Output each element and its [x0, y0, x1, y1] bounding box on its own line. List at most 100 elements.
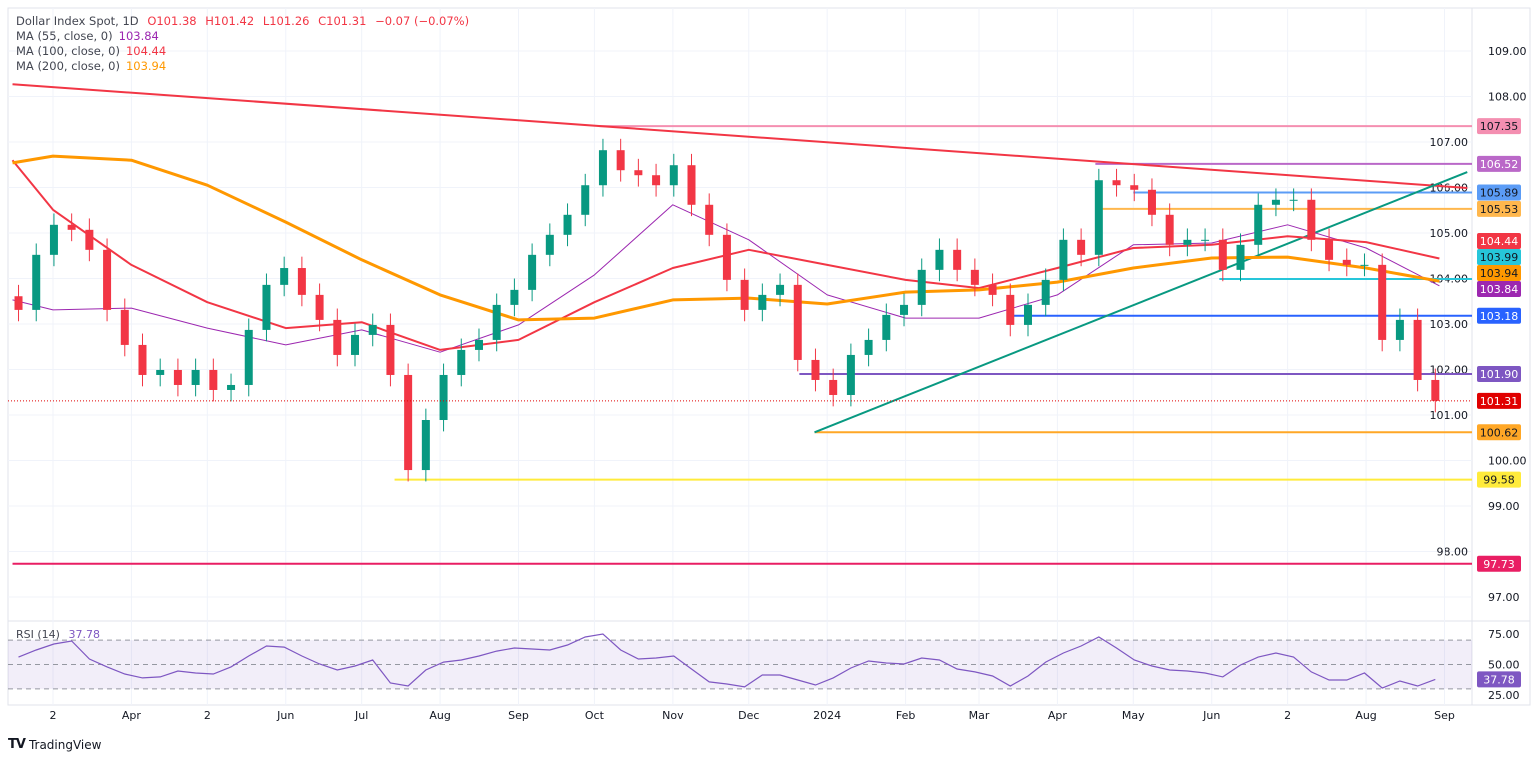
candle-body: [138, 344, 147, 375]
ma100-legend[interactable]: MA (100, close, 0) 104.44: [16, 44, 469, 59]
time-tick-label: 2: [1284, 709, 1291, 722]
level-price-label: 103.18: [1480, 310, 1519, 323]
candle-body: [953, 249, 962, 270]
level-price-label-bg: [1477, 366, 1521, 383]
time-tick-label: Jul: [354, 709, 368, 722]
candle-body: [1094, 180, 1103, 255]
level-price-label-bg: [1477, 555, 1521, 572]
candle-body: [1077, 239, 1086, 255]
candle-body: [85, 229, 94, 250]
candle-body: [315, 294, 324, 320]
time-tick-label: Feb: [896, 709, 915, 722]
candle-body: [1130, 185, 1139, 190]
candle-body: [1112, 180, 1121, 186]
chart-legend: Dollar Index Spot, 1D O101.38 H101.42 L1…: [16, 14, 469, 74]
last-price-label-bg: [1477, 392, 1521, 409]
candle-body: [864, 339, 873, 355]
candle-body: [1059, 239, 1068, 280]
candle-body: [1307, 199, 1316, 240]
time-tick-label: Apr: [1048, 709, 1068, 722]
candle-body: [1236, 244, 1245, 270]
ma-price-label: 103.84: [1480, 283, 1519, 296]
candle-body: [1342, 259, 1351, 265]
ma200-legend[interactable]: MA (200, close, 0) 103.94: [16, 59, 469, 74]
moving-average-line: [11, 159, 1440, 351]
time-tick-label: Dec: [738, 709, 759, 722]
time-tick-label: Jun: [276, 709, 294, 722]
price-tick-label: 97.00: [1488, 591, 1520, 604]
rsi-last-label-bg: [1477, 671, 1521, 688]
candle-body: [1165, 214, 1174, 245]
ma-price-label-bg: [1477, 281, 1521, 297]
candle-body: [758, 294, 767, 310]
candle-body: [669, 165, 678, 186]
time-tick-label: Sep: [508, 709, 529, 722]
level-price-label-bg: [1477, 424, 1521, 441]
candle-body: [722, 234, 731, 280]
level-price-label: 99.58: [1483, 474, 1515, 487]
time-tick-label: Aug: [1355, 709, 1376, 722]
ma100-value: 104.44: [125, 44, 167, 58]
time-tick-label: Sep: [1434, 709, 1455, 722]
candle-body: [156, 369, 165, 375]
ma55-value: 103.84: [118, 29, 159, 43]
candle-body: [705, 204, 714, 235]
candle-body: [510, 289, 519, 305]
candle-body: [227, 384, 236, 390]
candle-body: [1395, 319, 1404, 340]
candle-body: [262, 284, 271, 330]
candle-body: [1147, 189, 1156, 215]
candle-body: [1413, 319, 1422, 380]
ma55-legend[interactable]: MA (55, close, 0) 103.84: [16, 29, 469, 44]
ohlc-high: H101.42: [205, 14, 255, 28]
level-price-label: 105.53: [1480, 203, 1519, 216]
candle-body: [173, 369, 182, 385]
chart-frame: [7, 7, 1531, 706]
time-tick-label: Nov: [662, 709, 684, 722]
candle-body: [1201, 239, 1210, 241]
ohlc-open: O101.38: [147, 14, 197, 28]
price-tick-label: 107.00: [1430, 136, 1469, 149]
candle-body: [1006, 294, 1015, 325]
candle-body: [581, 185, 590, 215]
ma-price-label-bg: [1477, 249, 1521, 265]
candle-body: [439, 374, 448, 421]
time-tick-label: Oct: [585, 709, 605, 722]
price-change: −0.07 (−0.07%): [375, 14, 470, 28]
candle-body: [528, 254, 537, 290]
candle-body: [492, 304, 501, 340]
price-tick-label: 101.00: [1430, 409, 1469, 422]
ma200-label: MA (200, close, 0): [16, 59, 120, 73]
candle-body: [598, 150, 607, 186]
candle-body: [1325, 239, 1334, 260]
level-price-label-bg: [1477, 200, 1521, 217]
ohlc-close: C101.31: [318, 14, 367, 28]
level-price-label-bg: [1477, 307, 1521, 324]
candle-body: [652, 175, 661, 186]
symbol-title: Dollar Index Spot, 1D: [16, 14, 139, 28]
rsi-label: RSI (14): [16, 628, 60, 641]
price-tick-label: 100.00: [1488, 455, 1527, 468]
rsi-legend[interactable]: RSI (14) 37.78: [16, 628, 100, 641]
candle-body: [67, 224, 76, 230]
price-tick-label: 103.00: [1430, 318, 1469, 331]
candle-body: [776, 284, 785, 295]
candle-body: [970, 269, 979, 285]
time-tick-label: May: [1122, 709, 1145, 722]
candle-body: [457, 349, 466, 375]
level-price-label-bg: [1477, 155, 1521, 172]
ma-price-label-bg: [1477, 265, 1521, 281]
candle-body: [988, 284, 997, 295]
candle-body: [1431, 379, 1440, 401]
candle-body: [120, 309, 129, 345]
candle-body: [333, 319, 342, 355]
rsi-line: [18, 633, 1436, 689]
price-tick-label: 105.00: [1430, 227, 1469, 240]
price-tick-label: 108.00: [1488, 91, 1527, 104]
price-tick-label: 98.00: [1437, 546, 1469, 559]
time-tick-label: Aug: [429, 709, 450, 722]
tradingview-brand[interactable]: TV TradingView: [8, 737, 101, 752]
candle-body: [1289, 199, 1298, 201]
level-price-label: 101.90: [1480, 368, 1519, 381]
